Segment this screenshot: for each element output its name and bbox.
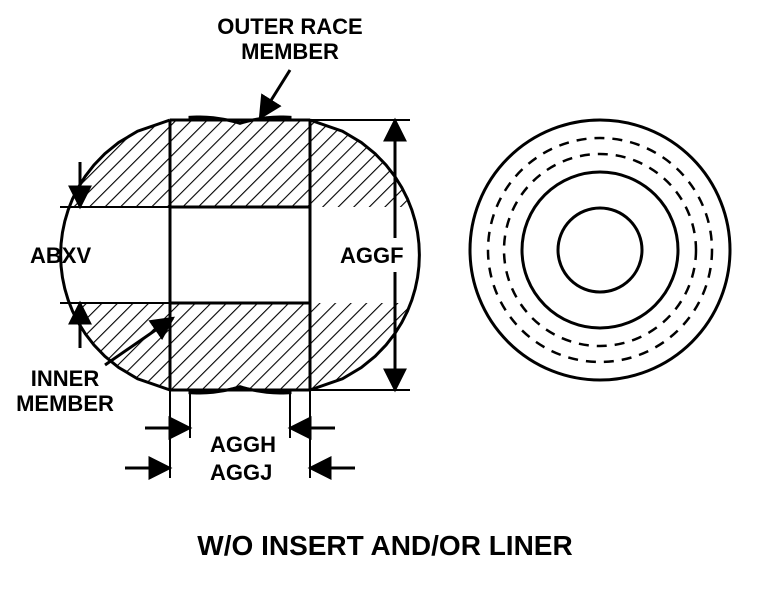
front-view <box>470 120 730 380</box>
bearing-diagram <box>0 0 770 590</box>
cross-section-view <box>61 117 420 393</box>
